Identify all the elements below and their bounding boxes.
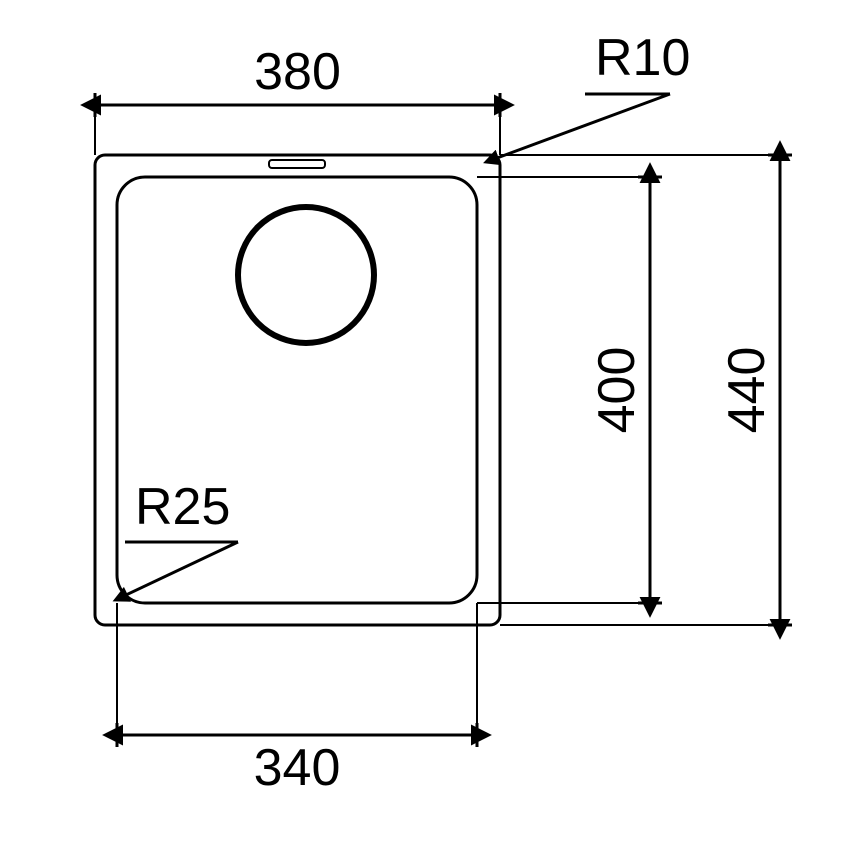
drain-circle [238,207,374,343]
radius-leader [497,94,670,158]
radius-label: R25 [135,478,230,536]
dimension-label: 400 [588,347,646,434]
dimension-label: 340 [254,739,341,797]
dimension-label: 380 [254,43,341,101]
sink-outer-outline [95,155,500,625]
radius-leader [126,542,238,595]
radius-label: R10 [595,29,690,87]
sink-inner-bowl [117,177,477,603]
dimension-label: 440 [718,347,776,434]
overflow-slot [269,160,325,168]
